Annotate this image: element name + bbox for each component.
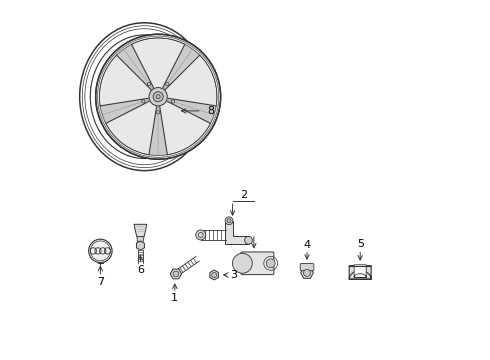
- Polygon shape: [170, 269, 182, 279]
- Circle shape: [149, 87, 167, 106]
- Circle shape: [232, 253, 252, 273]
- Polygon shape: [167, 98, 216, 123]
- FancyBboxPatch shape: [300, 264, 314, 271]
- Text: 3: 3: [230, 270, 237, 280]
- Polygon shape: [117, 44, 153, 90]
- Text: 8: 8: [207, 106, 215, 116]
- Polygon shape: [134, 224, 147, 237]
- Polygon shape: [100, 98, 149, 123]
- Circle shape: [303, 269, 311, 276]
- Circle shape: [96, 34, 220, 159]
- Polygon shape: [210, 270, 219, 280]
- Polygon shape: [149, 107, 168, 156]
- Polygon shape: [354, 265, 366, 278]
- Circle shape: [89, 239, 112, 262]
- Circle shape: [142, 100, 145, 103]
- Polygon shape: [163, 44, 200, 90]
- Circle shape: [153, 92, 163, 102]
- Polygon shape: [136, 241, 145, 250]
- Circle shape: [147, 82, 150, 86]
- Polygon shape: [301, 267, 314, 278]
- Circle shape: [173, 271, 179, 277]
- Circle shape: [212, 273, 217, 278]
- Text: 7: 7: [97, 277, 104, 287]
- Circle shape: [227, 219, 231, 223]
- Circle shape: [156, 111, 160, 114]
- Text: 4: 4: [303, 239, 311, 249]
- Circle shape: [225, 217, 233, 225]
- Text: 1: 1: [172, 293, 178, 303]
- Text: 5: 5: [357, 239, 364, 249]
- Polygon shape: [137, 237, 144, 241]
- Polygon shape: [349, 266, 371, 279]
- Circle shape: [172, 100, 174, 103]
- Text: 6: 6: [137, 265, 144, 275]
- Text: 2: 2: [240, 190, 247, 200]
- Circle shape: [266, 259, 275, 268]
- Circle shape: [166, 82, 169, 86]
- Circle shape: [196, 230, 206, 240]
- Circle shape: [245, 237, 252, 244]
- FancyBboxPatch shape: [241, 252, 274, 275]
- Polygon shape: [225, 221, 248, 244]
